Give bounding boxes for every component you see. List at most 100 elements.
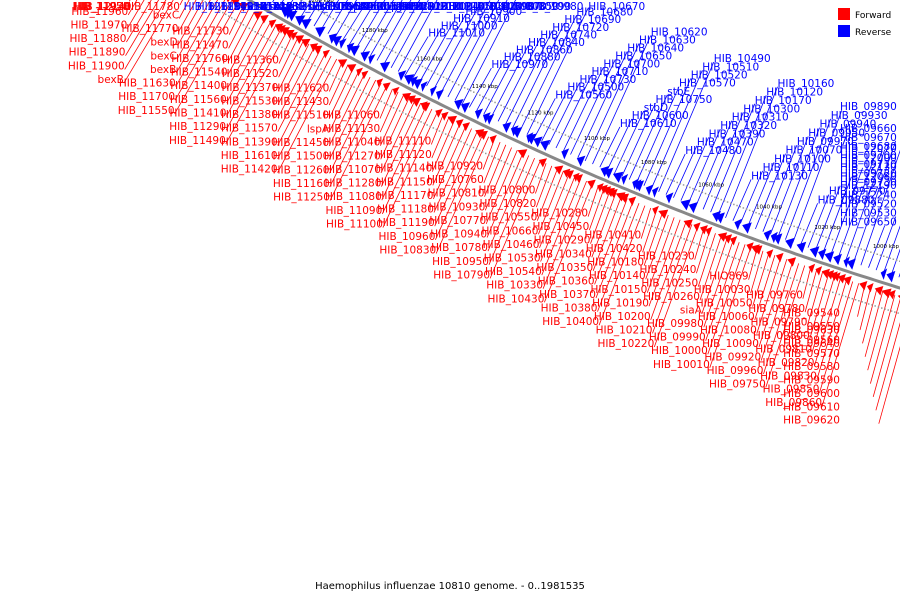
track-dot: [563, 188, 565, 190]
track-dot: [723, 200, 726, 202]
track-dot: [730, 202, 732, 204]
leader-line: [650, 70, 703, 189]
gene-label: HIB_11890: [69, 47, 126, 59]
track-dot: [894, 311, 896, 313]
track-dot: [635, 165, 638, 167]
leader-line: [785, 118, 832, 240]
gene-label: HIB_11120: [375, 149, 432, 161]
track-dot: [415, 62, 418, 65]
gene-label: HIB_11090: [325, 205, 382, 217]
leader-line: [755, 153, 786, 230]
scale-tick-label: 1200 kbp: [308, 0, 334, 4]
leader-line: [800, 203, 818, 246]
track-dot: [219, 10, 221, 12]
leader-line: [419, 22, 454, 83]
leader-line: [484, 144, 507, 197]
gene-label: tbpA: [342, 1, 367, 13]
track-dot: [368, 94, 370, 96]
track-dot: [774, 218, 776, 221]
track-dot: [540, 123, 542, 125]
reverse-gene: [526, 132, 534, 144]
track-dot: [822, 288, 824, 290]
track-dot: [479, 94, 481, 96]
leader-line: [597, 203, 640, 312]
track-dot: [470, 89, 472, 92]
gene-label: HIB_10220: [597, 338, 654, 350]
leader-line: [440, 0, 491, 94]
track-dot: [689, 240, 692, 243]
track-dot: [887, 309, 889, 311]
track-dot: [768, 216, 770, 218]
leader-line: [178, 0, 190, 19]
leader-line: [433, 128, 472, 213]
leader-line: [752, 252, 770, 307]
track-dot: [799, 227, 802, 230]
track-dot: [420, 121, 422, 123]
forward-gene: [563, 168, 571, 178]
track-dot: [405, 113, 407, 115]
track-dot: [494, 101, 496, 104]
gene-label: HIB_12120: [184, 1, 241, 13]
track-dot: [626, 161, 629, 163]
gene-label: HIB_11700: [118, 91, 175, 103]
track-dot: [757, 265, 759, 268]
track-dot: [701, 191, 704, 194]
leader-line: [476, 60, 505, 112]
track-dot: [411, 116, 413, 118]
gene-label: HIB_11610: [221, 150, 278, 162]
track-dot: [696, 243, 698, 245]
gene-label: HIB_11950: [72, 1, 129, 13]
gene-label: HIB_11770: [122, 23, 179, 35]
gene-label: HIB_10920: [426, 161, 483, 173]
track-dot: [883, 255, 885, 257]
gene-label: HIB_09890: [840, 101, 897, 113]
gene-label: HIB_10470: [697, 137, 754, 149]
gene-label: HIB_09930: [831, 110, 888, 122]
track-dot: [305, 60, 307, 62]
track-dot: [460, 85, 463, 87]
track-dot: [629, 216, 631, 218]
gene-label: bcs4': [244, 1, 271, 13]
reverse-gene: [482, 112, 491, 124]
track-dot: [806, 282, 808, 285]
track-dot: [632, 217, 634, 220]
track-dot: [651, 225, 654, 228]
gene-label: HIB_11470: [172, 39, 229, 51]
gene-label: HIB_09550: [783, 321, 840, 333]
track-dot: [400, 54, 403, 57]
leader-line: [179, 0, 183, 6]
reverse-gene: [339, 38, 347, 49]
leader-line: [859, 287, 872, 331]
track-dot: [569, 191, 571, 193]
gene-label: HIB_11480: [368, 1, 425, 13]
forward-gene: [268, 19, 277, 29]
track-dot: [341, 22, 343, 25]
leader-line: [717, 95, 767, 216]
forward-gene: [260, 15, 269, 24]
leader-line: [747, 162, 775, 227]
track-dot: [454, 137, 456, 140]
forward-gene: [295, 35, 305, 45]
track-dot: [353, 29, 355, 31]
forward-gene: [815, 266, 823, 276]
tick-dots: [201, 0, 900, 314]
track-dot: [566, 189, 568, 192]
track-dot: [667, 231, 669, 234]
gene-label: HIB_10230: [638, 251, 695, 263]
track-dot: [828, 237, 830, 240]
leader-line: [598, 205, 646, 326]
track-dot: [439, 74, 442, 77]
track-dot: [617, 157, 619, 159]
track-dot: [546, 126, 548, 128]
track-dot: [731, 256, 734, 258]
track-dot: [866, 250, 869, 252]
leader-line: [341, 2, 367, 42]
leader-line: [590, 190, 611, 244]
leader-line: [320, 0, 340, 31]
gene-label: HIB_11970: [70, 20, 127, 32]
track-dot: [857, 247, 859, 249]
gene-label: HIB_09670: [840, 132, 897, 144]
track-dot: [290, 51, 292, 54]
track-dot: [284, 48, 286, 50]
leader-line: [487, 155, 530, 252]
